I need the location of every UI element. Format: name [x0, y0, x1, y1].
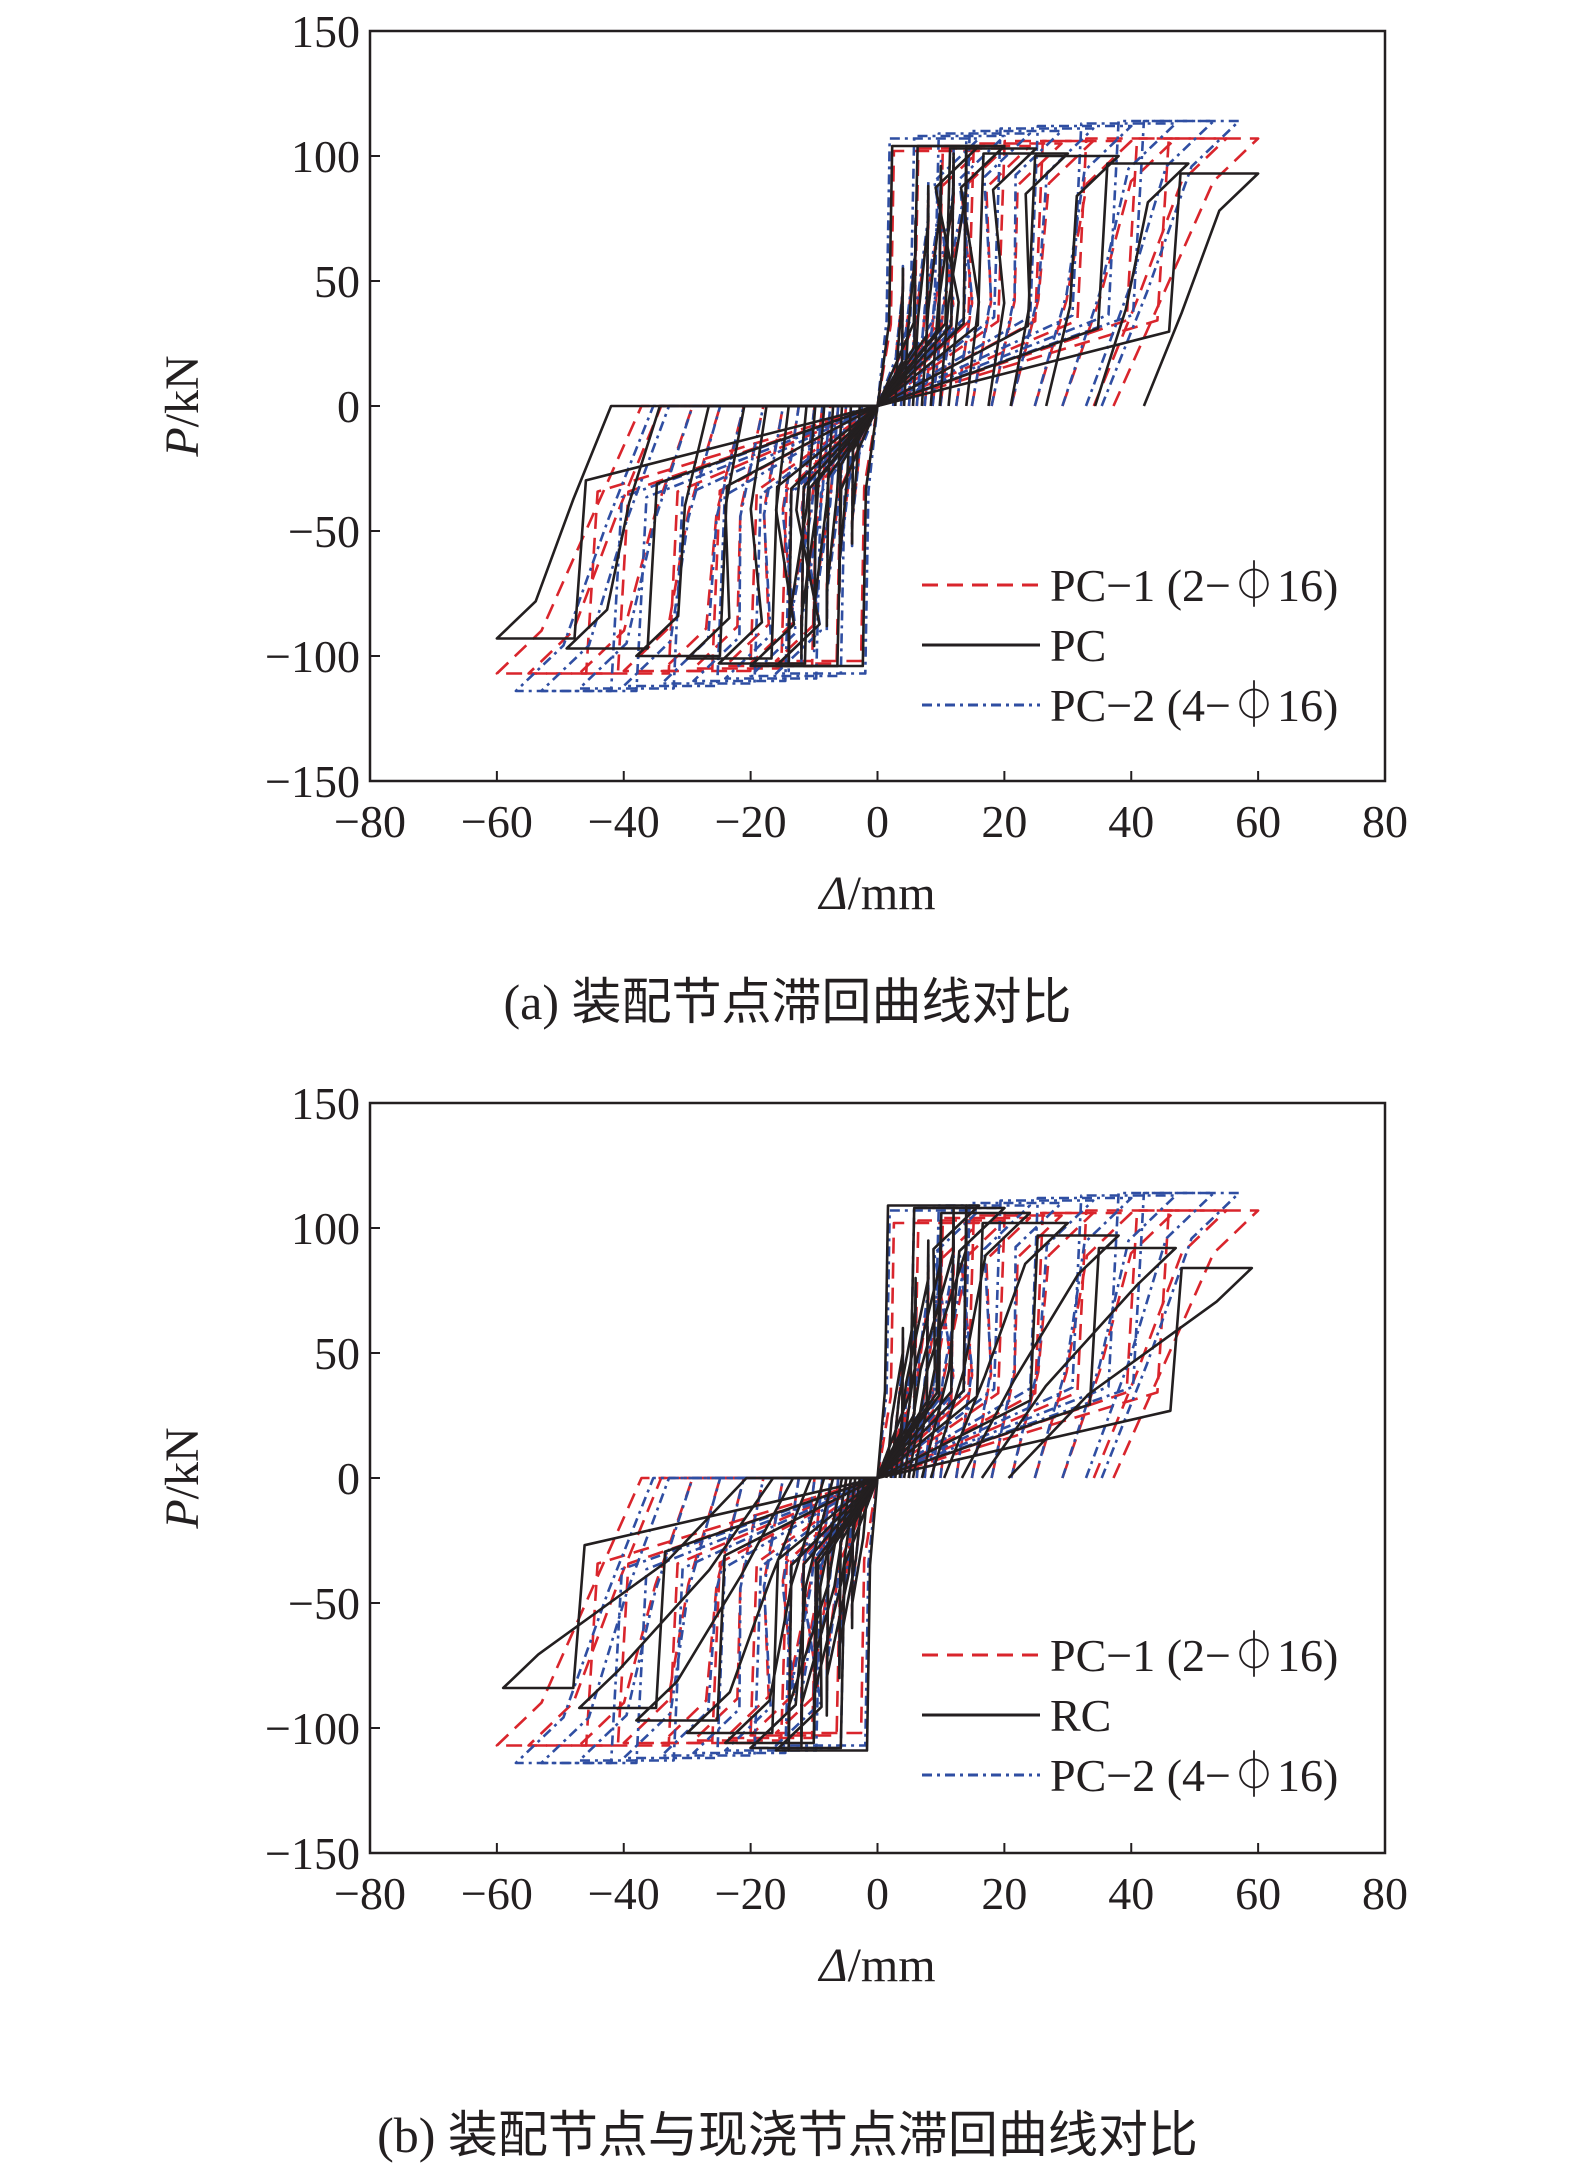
x-tick-label: 20	[981, 796, 1027, 847]
x-tick-label: 20	[981, 1868, 1027, 1919]
x-tick-label: 60	[1235, 796, 1281, 847]
series-2	[501, 1204, 1254, 1752]
y-tick-label: −150	[265, 1828, 360, 1879]
y-axis-unit: /kN	[156, 1427, 209, 1499]
y-tick-label: 0	[337, 381, 360, 432]
hysteresis-loop	[495, 172, 1260, 640]
x-tick-label: −40	[588, 1868, 660, 1919]
x-tick-label: −40	[588, 796, 660, 847]
hysteresis-loop	[501, 1266, 1254, 1690]
x-tick-label: 0	[866, 796, 889, 847]
hysteresis-loop	[660, 1199, 1095, 1757]
x-tick-label: −60	[461, 1868, 533, 1919]
hysteresis-loop	[774, 149, 981, 663]
hysteresis-loop	[724, 1216, 1032, 1740]
y-tick-label: 100	[291, 1203, 360, 1254]
x-tick-label: 80	[1362, 1868, 1408, 1919]
y-tick-label: 50	[314, 256, 360, 307]
x-tick-label: −20	[715, 796, 787, 847]
hysteresis-loop	[622, 139, 1133, 673]
x-tick-label: −20	[715, 1868, 787, 1919]
y-tick-label: −100	[265, 1703, 360, 1754]
chart-caption-a: (a) 装配节点滞回曲线对比	[503, 974, 1072, 1030]
legend-label: PC−2 (4−⏀16)	[1050, 680, 1338, 731]
x-tick-label: −80	[334, 1868, 406, 1919]
legend-label: RC	[1050, 1690, 1111, 1741]
y-tick-label: −100	[265, 631, 360, 682]
series-group	[495, 1191, 1260, 1765]
hysteresis-loop	[622, 1211, 1133, 1745]
legend-label: PC−1 (2−⏀16)	[1050, 1630, 1338, 1681]
y-tick-label: 150	[291, 1078, 360, 1129]
x-axis-label: Δ/mm	[817, 867, 935, 920]
y-tick-label: 150	[291, 6, 360, 57]
y-axis-label: P/kN	[156, 355, 209, 457]
y-axis-unit: /kN	[156, 355, 209, 427]
chart-caption-b: (b) 装配节点与现浇节点滞回曲线对比	[377, 2107, 1198, 2163]
x-axis-unit: /mm	[848, 867, 936, 920]
hysteresis-loop	[660, 1211, 1095, 1745]
y-axis-label: P/kN	[156, 1427, 209, 1529]
legend-label: PC	[1050, 620, 1106, 671]
y-tick-label: 0	[337, 1453, 360, 1504]
y-tick-label: −50	[288, 1578, 360, 1629]
x-tick-label: −80	[334, 796, 406, 847]
hysteresis-chart-b: −80 −60 −40 −20 0 20 40 60 80 150 100 50 0 −50 −100 −15…	[156, 1078, 1408, 1992]
x-axis-symbol: Δ	[817, 867, 847, 920]
x-axis-label: Δ/mm	[817, 1939, 935, 1992]
y-axis-symbol: P	[156, 427, 209, 457]
x-tick-label: 40	[1108, 1868, 1154, 1919]
chart-panel-b: −80 −60 −40 −20 0 20 40 60 80 150 100 50 0 −50 −100 −15…	[0, 1069, 1575, 2163]
hysteresis-chart-a: −80 −60 −40 −20 0 20 40 60 80 150 100 50 0 −50 −100 −15…	[156, 6, 1408, 920]
hysteresis-loop	[660, 139, 1095, 673]
y-tick-label: −150	[265, 756, 360, 807]
legend-label: PC−1 (2−⏀16)	[1050, 560, 1338, 611]
y-axis-symbol: P	[156, 1499, 209, 1529]
y-tick-label: 100	[291, 131, 360, 182]
hysteresis-loop	[774, 1221, 981, 1735]
x-tick-label: −60	[461, 796, 533, 847]
hysteresis-loop	[724, 144, 1032, 668]
x-axis-unit: /mm	[848, 1939, 936, 1992]
x-tick-label: 80	[1362, 796, 1408, 847]
x-tick-label: 40	[1108, 796, 1154, 847]
x-tick-label: 0	[866, 1868, 889, 1919]
y-tick-label: −50	[288, 506, 360, 557]
x-tick-label: 60	[1235, 1868, 1281, 1919]
legend-label: PC−2 (4−⏀16)	[1050, 1750, 1338, 1801]
x-axis-symbol: Δ	[817, 1939, 847, 1992]
series-group	[495, 119, 1260, 693]
y-tick-label: 50	[314, 1328, 360, 1379]
series-2	[495, 144, 1260, 668]
chart-panel-a: −80 −60 −40 −20 0 20 40 60 80 150 100 50 0 −50 −100 −15…	[0, 0, 1575, 1069]
